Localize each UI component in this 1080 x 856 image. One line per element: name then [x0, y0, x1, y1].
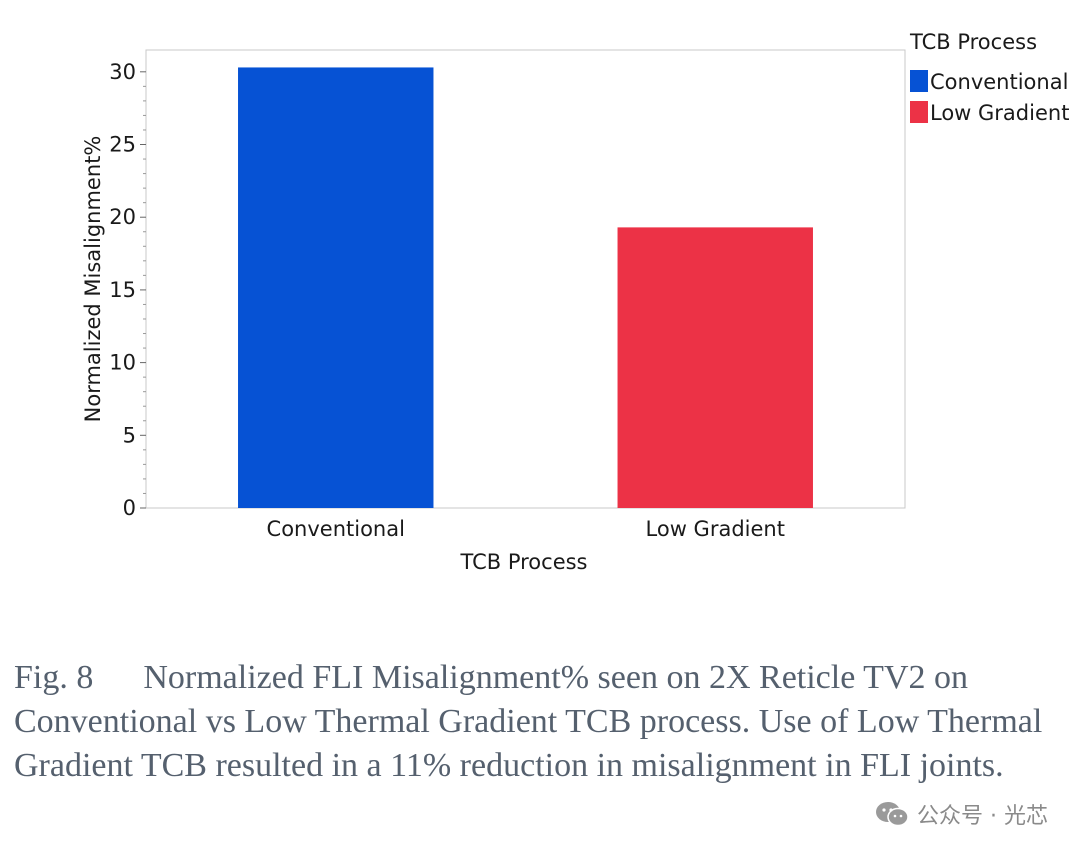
- legend-swatch: [910, 70, 928, 92]
- legend-label: Conventional: [930, 70, 1068, 94]
- watermark: 公众号 · 光芯: [875, 798, 1048, 830]
- x-tick-label: Low Gradient: [646, 517, 785, 541]
- plot-frame: [145, 49, 906, 509]
- x-axis-title: TCB Process: [459, 550, 587, 574]
- bar-low-gradient: [617, 227, 813, 508]
- y-axis-title: Normalized Misalignment%: [81, 136, 105, 423]
- x-tick-label: Conventional: [267, 517, 405, 541]
- y-tick-label: 5: [123, 423, 136, 447]
- watermark-text: 公众号 · 光芯: [917, 804, 1048, 829]
- caption-text: Normalized FLI Misalignment% seen on 2X …: [14, 659, 1043, 784]
- bar-chart: 0 5 10 15 20 25 30 Conventional Low Gradient TC…: [81, 30, 1069, 574]
- x-axis: Conventional Low Gradient: [267, 517, 785, 541]
- figure-caption: Fig. 8 Normalized FLI Misalignment% seen …: [14, 656, 1078, 788]
- wechat-icon: [876, 802, 909, 827]
- legend-label: Low Gradient: [930, 101, 1069, 125]
- y-tick-label: 20: [109, 205, 136, 229]
- legend-title: TCB Process: [909, 30, 1037, 54]
- bars: [238, 67, 813, 508]
- y-axis: 0 5 10 15 20 25 30: [109, 60, 146, 520]
- y-tick-label: 10: [109, 351, 136, 375]
- figure-number: Fig. 8: [14, 659, 94, 696]
- legend-swatch: [910, 101, 928, 123]
- legend: TCB Process Conventional Low Gradient: [909, 30, 1069, 125]
- y-tick-label: 25: [109, 133, 136, 157]
- bar-conventional: [238, 67, 434, 508]
- y-tick-label: 15: [109, 278, 136, 302]
- y-tick-label: 30: [109, 60, 136, 84]
- y-tick-label: 0: [123, 496, 136, 520]
